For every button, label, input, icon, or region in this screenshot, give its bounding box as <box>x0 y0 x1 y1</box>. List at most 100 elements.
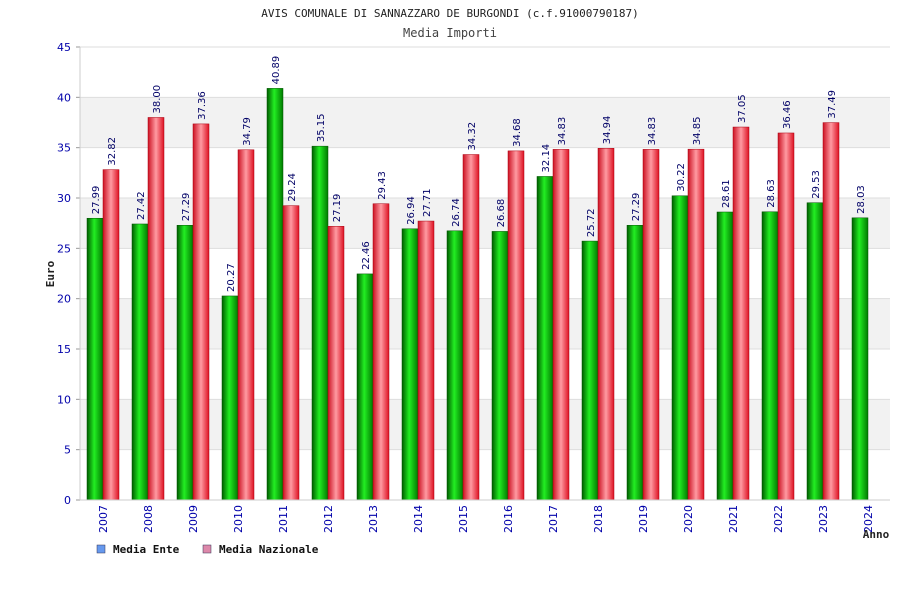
data-label: 30.22 <box>676 163 687 192</box>
bar-media-nazionale <box>147 117 165 501</box>
gridlines <box>80 46 890 501</box>
y-tick-label: 30 <box>57 192 71 205</box>
data-label: 26.68 <box>496 199 507 228</box>
data-label: 29.24 <box>287 173 298 202</box>
data-labels: 27.99 32.82 27.42 38.00 27.29 37.36 20.27 34.79… <box>91 56 867 292</box>
y-tick-label: 45 <box>57 41 71 54</box>
plot-band <box>80 349 890 400</box>
bar-media-ente <box>806 202 824 501</box>
bar-media-nazionale <box>102 169 120 501</box>
data-label: 29.53 <box>811 170 822 199</box>
bar-media-nazionale <box>282 205 300 501</box>
y-tick-label: 15 <box>57 343 71 356</box>
x-tick-label: 2013 <box>367 505 380 533</box>
y-tick-label: 5 <box>64 444 71 457</box>
bar-media-ente <box>356 273 374 501</box>
bar-media-ente <box>536 176 554 501</box>
x-tick-label: 2024 <box>862 505 875 533</box>
bar-media-nazionale <box>327 226 345 501</box>
legend-swatch-media-ente <box>96 544 106 554</box>
bar-media-nazionale <box>237 149 255 501</box>
x-tick-label: 2023 <box>817 505 830 533</box>
bar-media-ente <box>266 88 284 501</box>
plot-band <box>80 248 890 299</box>
data-label: 27.99 <box>91 186 102 215</box>
y-tick-label: 25 <box>57 242 71 255</box>
bar-media-ente <box>581 240 599 501</box>
x-tick-label: 2009 <box>187 505 200 533</box>
plot-band <box>80 449 890 500</box>
data-label: 35.15 <box>316 114 327 143</box>
data-label: 34.83 <box>557 117 568 146</box>
y-tick-label: 20 <box>57 293 71 306</box>
bar-media-nazionale <box>552 149 570 501</box>
data-label: 34.83 <box>647 117 658 146</box>
x-tick-label: 2016 <box>502 505 515 533</box>
x-tick-label: 2020 <box>682 505 695 533</box>
data-label: 27.19 <box>332 194 343 223</box>
data-label: 27.29 <box>181 193 192 222</box>
plot-band <box>80 298 890 349</box>
bar-media-ente <box>401 228 419 501</box>
plot-band <box>80 147 890 198</box>
bar-media-ente <box>176 225 194 501</box>
data-label: 27.42 <box>136 191 147 220</box>
x-tick-label: 2022 <box>772 505 785 533</box>
x-tick-label: 2019 <box>637 505 650 533</box>
bar-media-nazionale <box>372 203 390 501</box>
data-label: 28.61 <box>721 179 732 208</box>
data-label: 37.05 <box>737 94 748 123</box>
data-label: 34.32 <box>467 122 478 151</box>
data-label: 37.36 <box>197 91 208 120</box>
bar-media-ente <box>446 230 464 501</box>
data-label: 26.74 <box>451 198 462 227</box>
chart-subtitle: Media Importi <box>403 26 497 40</box>
bar-media-nazionale <box>822 122 840 501</box>
bar-media-ente <box>671 195 689 501</box>
x-axis-title: Anno <box>863 528 890 541</box>
bar-media-ente <box>716 211 734 501</box>
data-label: 26.94 <box>406 196 417 225</box>
bar-media-ente <box>131 223 149 501</box>
data-label: 40.89 <box>271 56 282 85</box>
data-label: 38.00 <box>152 85 163 114</box>
data-label: 32.14 <box>541 144 552 173</box>
data-label: 22.46 <box>361 241 372 270</box>
bar-media-nazionale <box>777 132 795 501</box>
data-label: 27.29 <box>631 193 642 222</box>
bar-media-nazionale <box>462 154 480 501</box>
data-label: 32.82 <box>107 137 118 166</box>
x-tick-label: 2007 <box>97 505 110 533</box>
data-label: 28.63 <box>766 179 777 208</box>
plot-band <box>80 97 890 148</box>
plot-band <box>80 47 890 98</box>
y-tick-label: 10 <box>57 393 71 406</box>
bar-media-nazionale <box>417 220 435 501</box>
x-tick-label: 2012 <box>322 505 335 533</box>
x-tick-label: 2014 <box>412 505 425 533</box>
bar-media-ente <box>626 225 644 501</box>
data-label: 27.71 <box>422 188 433 217</box>
bar-media-ente <box>491 231 509 501</box>
x-tick-label: 2021 <box>727 505 740 533</box>
legend-swatch-media-nazionale <box>202 544 212 554</box>
y-tick-label: 35 <box>57 142 71 155</box>
data-label: 28.03 <box>856 185 867 214</box>
data-label: 25.72 <box>586 208 597 237</box>
plot-background <box>80 47 890 500</box>
legend-label-media-nazionale: Media Nazionale <box>219 543 319 556</box>
x-tick-label: 2017 <box>547 505 560 533</box>
x-tick-label: 2008 <box>142 505 155 533</box>
plot-band <box>80 198 890 249</box>
legend-label-media-ente: Media Ente <box>113 543 180 556</box>
bar-media-ente <box>86 217 104 501</box>
y-axis-title: Euro <box>44 260 57 287</box>
legend: Media Ente Media Nazionale <box>96 543 319 556</box>
bar-media-ente <box>311 145 329 501</box>
bar-media-nazionale <box>687 148 705 501</box>
bar-media-nazionale <box>192 123 210 501</box>
y-axis-ticks: 0 5 10 15 20 25 30 35 40 45 <box>57 41 80 507</box>
bar-media-ente <box>221 295 239 501</box>
bar-media-nazionale <box>642 149 660 501</box>
x-tick-label: 2010 <box>232 505 245 533</box>
